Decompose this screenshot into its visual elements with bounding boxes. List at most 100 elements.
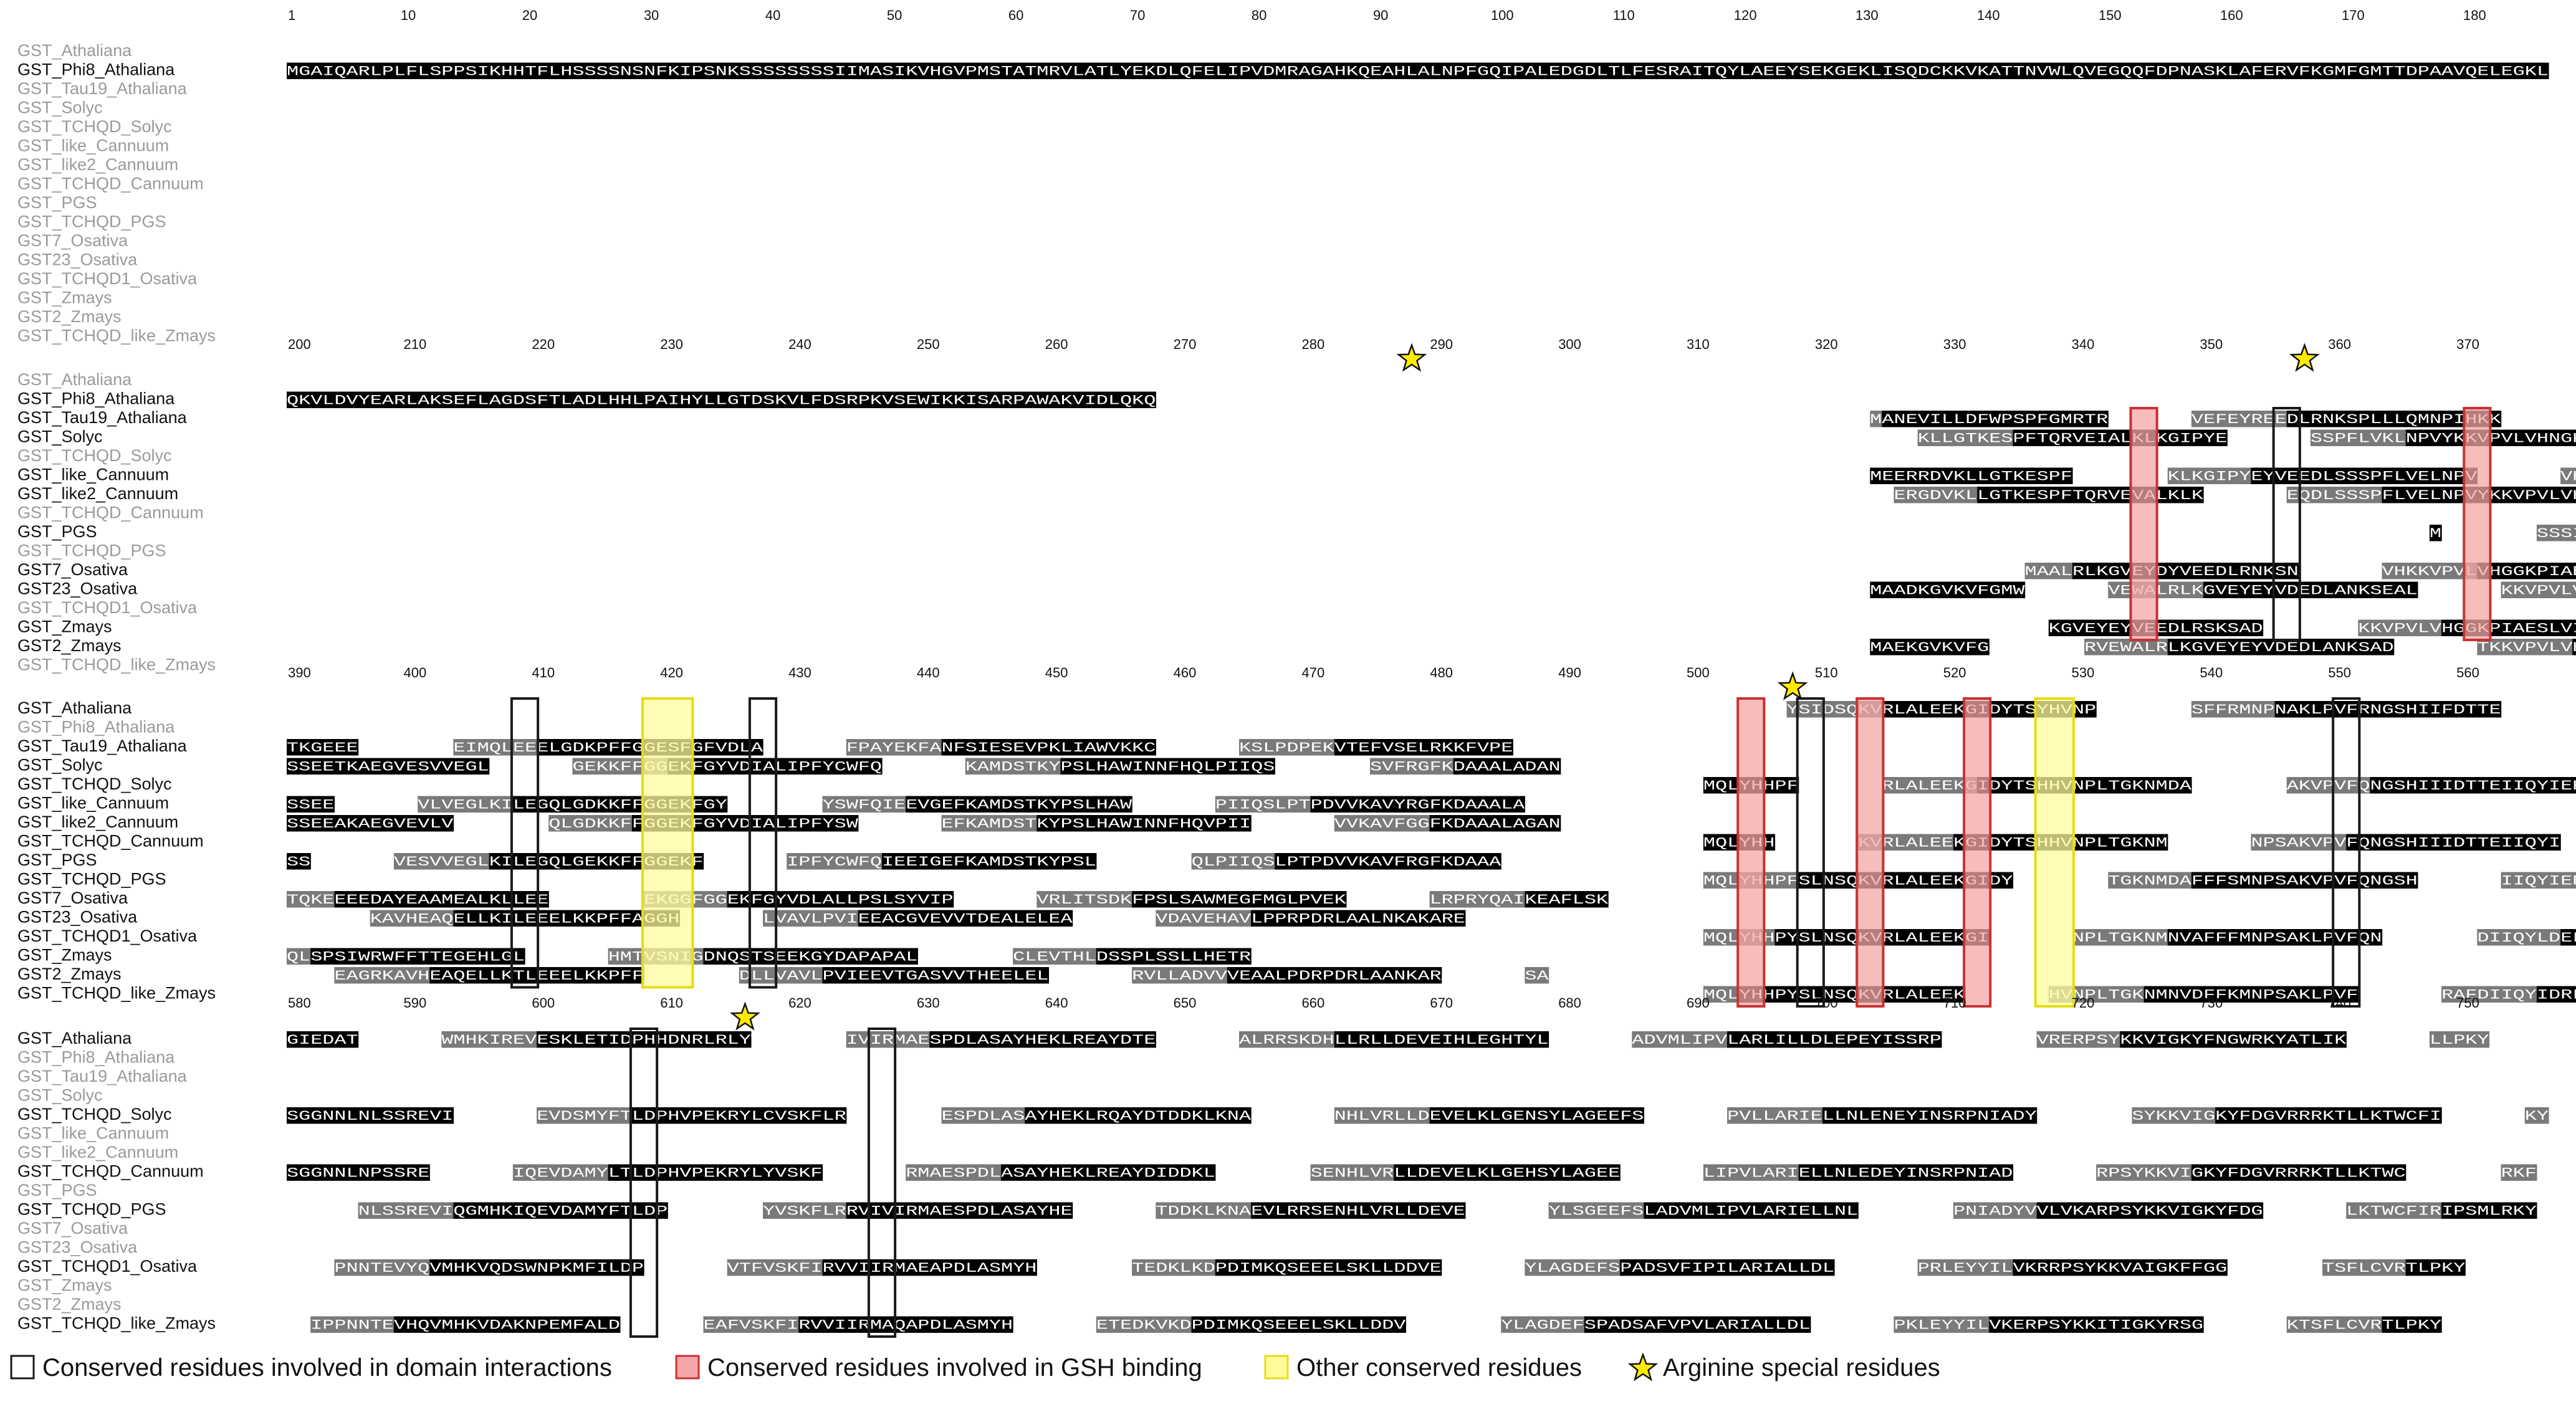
position-tick: 1 xyxy=(288,7,295,23)
position-tick: 320 xyxy=(1815,336,1838,352)
position-tick: 500 xyxy=(1687,665,1710,680)
position-tick: 180 xyxy=(2463,7,2486,23)
sequence-text: MQLYHHPYSLNSQKVRLALEEKGIDYTSHHVNPLTGKNMN… xyxy=(1703,930,2576,946)
alignment-block-2: 200 210 220 230 240 250 260 270 280 290 300 310 320 3… xyxy=(17,336,2576,674)
sequence-row: MANEVILLDFWPSPFGMRTRIALREKGVEFEYREEDLRNK… xyxy=(1870,411,2576,427)
species-label: GST7_Osativa xyxy=(17,1219,128,1237)
species-label: GST_Zmays xyxy=(17,618,112,636)
sequence-text: SSEETKAEGVESVVEGLKILEGQLGEKKFFGGEKFGYVDI… xyxy=(287,854,1561,870)
position-tick: 720 xyxy=(2072,995,2095,1011)
position-tick: 210 xyxy=(403,336,426,352)
species-label: GST_Solyc xyxy=(17,1086,103,1105)
species-label: GST_PGS xyxy=(17,193,97,212)
sequence-text: TKGEEEEAGKKDFIEIMQLEEELGDKPFFGGESFGFVDLA… xyxy=(287,740,1513,756)
sequence-row: MAEKGVKVFGMWASPMVIRVEWALRLKGVEYEYVDEDLAN… xyxy=(1870,639,2576,656)
sequence-row: MQLYHHPFSLNSQKVRLALEEKGIDYTSHHVNPLTGKNMD… xyxy=(1703,834,2576,851)
legend-label: Other conserved residues xyxy=(1296,1354,1582,1381)
position-tick: 260 xyxy=(1045,336,1068,352)
position-tick: 750 xyxy=(2456,995,2479,1011)
species-label: GST_like2_Cannuum xyxy=(17,813,178,831)
position-tick: 50 xyxy=(887,7,902,23)
position-tick: 90 xyxy=(1373,7,1388,23)
position-tick: 70 xyxy=(1130,7,1145,23)
arginine-star-icon xyxy=(729,1001,760,1031)
sequence-text: SSEETKAEGVESVVEGLKILEGQLGEKKFFGGEKFGYVDI… xyxy=(287,760,1561,775)
species-label: GST_Athaliana xyxy=(17,699,132,717)
species-label: GST_Tau19_Athaliana xyxy=(17,737,188,755)
position-tick: 530 xyxy=(2072,665,2095,680)
position-tick: 450 xyxy=(1045,665,1068,680)
sequence-row: MQLYHHPFSLNSQKVRLALEEKGIDYTSHHVNPLTGKNMD… xyxy=(1703,872,2576,889)
domain-residue-box xyxy=(748,697,778,989)
sequence-row: QKVLDVYEARLAKSEFLAGDSFTLADLHHLPAIHYLLGTD… xyxy=(287,391,1156,409)
sequence-row: ATGEEAGRKAVHEAQELLKTLEEELKKPFFGGEAAGYVDL… xyxy=(287,967,1549,984)
position-tick: 630 xyxy=(917,995,940,1011)
species-label: GST_like_Cannuum xyxy=(17,465,169,484)
species-label: GST_Phi8_Athaliana xyxy=(17,389,175,408)
sequence-text: SGGNNLNLSSREVIQGMHKIQEVDAMYFTLDPHVPEKRYL… xyxy=(287,1204,2537,1219)
species-label: GST_Athaliana xyxy=(17,41,132,60)
species-label: GST_Tau19_Athaliana xyxy=(17,79,188,98)
legend-label: Conserved residues involved in GSH bindi… xyxy=(707,1354,1202,1381)
species-label: GST_like_Cannuum xyxy=(17,794,169,813)
species-label: GST_Solyc xyxy=(17,427,103,446)
species-label: GST_TCHQD_like_Zmays xyxy=(17,656,216,674)
legend-label: Arginine special residues xyxy=(1663,1354,1940,1381)
position-tick: 270 xyxy=(1174,336,1197,352)
species-label: GST_Zmays xyxy=(17,946,112,965)
position-tick: 440 xyxy=(917,665,940,680)
position-tick: 150 xyxy=(2099,7,2122,23)
other-residue-box xyxy=(2034,697,2075,1008)
other-residue-box xyxy=(641,697,694,989)
species-label: GST2_Zmays xyxy=(17,1295,122,1314)
position-tick: 640 xyxy=(1045,995,1068,1011)
sequence-row: MEDVKLLGTKESPFTQRVEIALKLKGIPYEYVEEDFSSSP… xyxy=(1870,429,2576,447)
position-tick: 430 xyxy=(788,665,812,680)
legend-swatch-domain xyxy=(10,1355,35,1380)
position-tick: 610 xyxy=(660,995,683,1011)
position-tick: 600 xyxy=(532,995,555,1011)
sequence-text: MQLYHHPYSIDSQKVRLALEEKGIDYTSYHVNPLTGKNMD… xyxy=(1703,702,2576,718)
position-tick: 620 xyxy=(788,995,812,1011)
sequence-row: KGVEYEYVEEDLRSKSADLLRYNPVTKKVPVLVHGGKPIA… xyxy=(2048,619,2576,637)
sequence-text: SGGNNLNPSSREVIQGMHKIQEVDAMYLTLDPHVPEKRYL… xyxy=(287,1166,2537,1181)
sequence-row: SGGNNLNPSSREVIQGMHKIQEVDAMYLTLDPHVPEKRYL… xyxy=(287,1164,2537,1181)
sequence-text: TQKEEEEDAYEAAMEALKLLEEELKKVKNDEKGGFGGEKF… xyxy=(287,892,1609,908)
species-label: GST23_Osativa xyxy=(17,908,138,927)
position-tick: 250 xyxy=(917,336,940,352)
species-label: GST23_Osativa xyxy=(17,1238,138,1257)
legend-label: Conserved residues involved in domain in… xyxy=(42,1354,612,1381)
species-label: GST_TCHQD1_Osativa xyxy=(17,927,198,945)
position-tick: 510 xyxy=(1815,665,1838,680)
sequence-text: QKVLDVYEARLAKSEFLAGDSFTLADLHHLPAIHYLLGTD… xyxy=(287,393,1156,409)
sequence-text: MQLYHHPYSLNSQKVRLALEEKGIDYTSHHVNPLTGKNMN… xyxy=(1703,988,2576,1003)
arginine-star-icon xyxy=(2289,343,2320,372)
sequence-text: MEERRDVKLLGTKESPFTQRVEVALKLKGIPYEYVEEDLS… xyxy=(1870,469,2576,485)
sequence-row: SSEEAKAEGVEVLVEGLKILEGQLGDKKFFGGEKFGYVDI… xyxy=(287,815,1561,832)
position-tick: 410 xyxy=(532,665,555,680)
position-tick: 690 xyxy=(1687,995,1710,1011)
position-tick: 30 xyxy=(644,7,659,23)
sequence-text: MQLYHHPFSLNSQKVRLALEEKGIDYTSHHVNPLTGKNMD… xyxy=(1703,836,2576,851)
position-tick: 80 xyxy=(1252,7,1266,23)
sequence-row: MQLYHHPYSLNSQKVRLALEEKGIDYTSHHVNPLTGKNMN… xyxy=(1703,986,2576,1003)
position-tick: 40 xyxy=(765,7,780,23)
position-tick: 650 xyxy=(1174,995,1197,1011)
gsh-residue-box xyxy=(2463,407,2492,641)
sequence-row: SSEETKAEGVESVVEGLKILEGQLGEKKFFGGEKFGYVDI… xyxy=(287,853,1561,870)
position-tick: 20 xyxy=(522,7,537,23)
species-label: GST_TCHQD_PGS xyxy=(17,212,166,231)
arginine-star-icon xyxy=(1777,671,1808,700)
sequence-row: SGGNNLNLSSREVIEGMHKIQEVDSMYFTLDPHVPEKRYL… xyxy=(287,1107,2549,1124)
species-label: GST_like_Cannuum xyxy=(17,136,169,155)
position-tick: 290 xyxy=(1430,336,1453,352)
sequence-text: MEDVKLLGTKESPFTQRVEIALKLKGIPYEYVEEDFSSSP… xyxy=(1870,431,2576,447)
species-label: GST_TCHQD_PGS xyxy=(17,1200,166,1219)
gsh-residue-box xyxy=(2129,407,2158,641)
species-label: GST7_Osativa xyxy=(17,889,128,907)
position-tick: 710 xyxy=(1943,995,1966,1011)
alignment-block-4: 580 590 600 610 620 630 640 650 660 670 680 690 700 7… xyxy=(17,995,2549,1338)
position-tick: 160 xyxy=(2220,7,2243,23)
position-tick: 120 xyxy=(1734,7,1757,23)
species-label: GST_TCHQD1_Osativa xyxy=(17,269,198,288)
